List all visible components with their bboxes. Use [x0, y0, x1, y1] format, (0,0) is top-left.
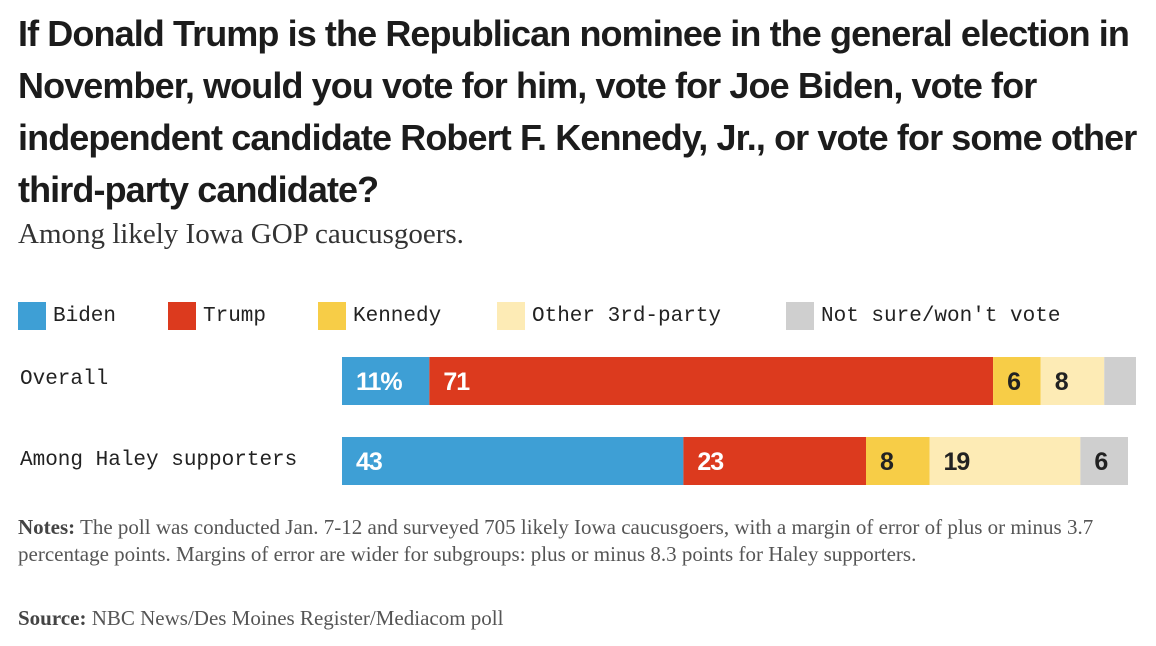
bar-other-3rd-party-overall: [1040, 357, 1105, 405]
legend-label-trump: Trump: [203, 304, 267, 328]
bar-not-sure-won-t-vote-among-haley-supporters: [1080, 437, 1128, 485]
data-label-trump-among-haley-supporters: 23: [697, 448, 723, 476]
legend: Biden Trump Kennedy Other 3rd-party Not …: [18, 301, 1148, 331]
chart-subtitle: Among likely Iowa GOP caucusgoers.: [18, 218, 464, 250]
notes-text: The poll was conducted Jan. 7-12 and sur…: [18, 515, 1094, 566]
legend-label-biden: Biden: [53, 304, 117, 328]
notes: Notes: The poll was conducted Jan. 7-12 …: [18, 514, 1128, 568]
bar-biden-overall: [342, 357, 430, 405]
legend-label-kennedy: Kennedy: [353, 304, 442, 328]
data-label-trump-overall: 71: [443, 368, 470, 396]
data-label-kennedy-overall: 6: [1007, 368, 1020, 396]
legend-swatch-not-sure: [786, 302, 814, 330]
data-label-not-sure-won-t-vote-among-haley-supporters: 6: [1094, 448, 1107, 476]
source-text: NBC News/Des Moines Register/Mediacom po…: [91, 606, 504, 630]
legend-swatch-biden: [18, 302, 46, 330]
bar-biden-among-haley-supporters: [342, 437, 684, 485]
data-label-biden-among-haley-supporters: 43: [356, 448, 382, 476]
legend-item-kennedy: Kennedy: [318, 301, 441, 331]
legend-item-biden: Biden: [18, 301, 116, 331]
source: Source: NBC News/Des Moines Register/Med…: [18, 605, 503, 632]
bar-kennedy-among-haley-supporters: [866, 437, 930, 485]
legend-label-not-sure: Not sure/won't vote: [821, 304, 1061, 328]
data-label-other-3rd-party-overall: 8: [1055, 368, 1069, 396]
legend-item-other-3rd-party: Other 3rd-party: [497, 301, 721, 331]
data-label-other-3rd-party-among-haley-supporters: 19: [944, 448, 970, 476]
legend-item-not-sure: Not sure/won't vote: [786, 301, 1060, 331]
legend-swatch-kennedy: [318, 302, 346, 330]
bar-trump-overall: [429, 357, 994, 405]
bar-kennedy-overall: [993, 357, 1041, 405]
legend-label-other-3rd-party: Other 3rd-party: [532, 304, 722, 328]
legend-swatch-trump: [168, 302, 196, 330]
row-label-haley-supporters: Among Haley supporters: [20, 449, 298, 472]
bar-other-3rd-party-among-haley-supporters: [929, 437, 1081, 485]
bar-trump-among-haley-supporters: [683, 437, 866, 485]
legend-item-trump: Trump: [168, 301, 266, 331]
notes-label: Notes:: [18, 515, 76, 539]
data-label-kennedy-among-haley-supporters: 8: [880, 448, 894, 476]
data-label-biden-overall: 11%: [356, 368, 402, 396]
legend-swatch-other-3rd-party: [497, 302, 525, 330]
chart-title: If Donald Trump is the Republican nomine…: [18, 13, 1137, 210]
bar-not-sure-won-t-vote-overall: [1104, 357, 1136, 405]
row-label-overall: Overall: [20, 368, 109, 391]
source-label: Source:: [18, 606, 87, 630]
